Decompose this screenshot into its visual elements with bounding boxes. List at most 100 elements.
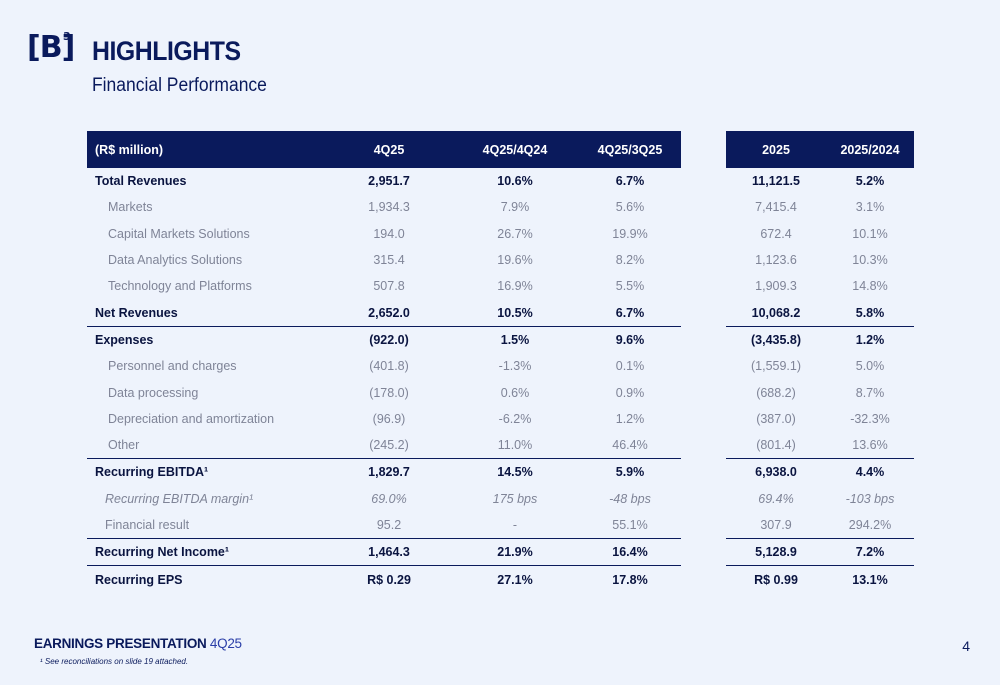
cell-value: 1,934.3 [368, 200, 410, 215]
row-label: Data Analytics Solutions [108, 253, 243, 268]
cell-value: 294.2% [826, 511, 914, 540]
table-row: Total Revenues 2,951.7 10.6% 6.7% 11,121… [87, 168, 914, 194]
financial-table: (R$ million) 4Q25 4Q25/4Q24 4Q25/3Q25 20… [87, 131, 914, 593]
cell-value: 10.5% [451, 299, 579, 327]
page-subtitle: Financial Performance [92, 75, 267, 96]
cell-value: 13.1% [852, 572, 888, 587]
cell-gap [681, 379, 726, 405]
cell-value: 17.8% [612, 572, 648, 587]
cell-value: 0.6% [500, 385, 530, 400]
cell-value: 5.9% [615, 465, 645, 480]
cell-gap [681, 512, 726, 539]
table-row: Data processing (178.0) 0.6% 0.9% (688.2… [87, 379, 914, 405]
cell-gap [681, 194, 726, 220]
footnote: ¹ See reconciliations on slide 19 attach… [40, 657, 189, 666]
cell-value: 10.6% [497, 174, 533, 189]
table-row: Recurring Net Income¹ 1,464.3 21.9% 16.4… [87, 538, 914, 567]
table-row: Personnel and charges (401.8) -1.3% 0.1%… [87, 353, 914, 379]
row-label: Technology and Platforms [108, 279, 252, 294]
cell-value: -48 bps [609, 491, 651, 506]
cell-value: 194.0 [373, 226, 405, 241]
column-header-label: (R$ million) [87, 131, 327, 168]
cell-value: 6,938.0 [755, 465, 797, 480]
cell-value: -32.3% [850, 411, 890, 426]
row-label: Expenses [95, 332, 154, 347]
table-row: Financial result 95.2 - 55.1% 307.9 294.… [87, 511, 914, 540]
cell-value: (922.0) [369, 332, 409, 347]
cell-value: 307.9 [726, 511, 826, 540]
cell-value: 13.6% [826, 431, 914, 460]
cell-value: (3,435.8) [750, 332, 802, 347]
cell-gap [681, 247, 726, 273]
table-header-row: (R$ million) 4Q25 4Q25/4Q24 4Q25/3Q25 20… [87, 131, 914, 168]
cell-gap [681, 299, 726, 326]
cell-value: (688.2) [756, 385, 796, 400]
cell-value: 16.9% [497, 279, 533, 294]
table-row: Data Analytics Solutions 315.4 19.6% 8.2… [87, 247, 914, 273]
footer-title: EARNINGS PRESENTATION 4Q25 [34, 636, 242, 651]
cell-value: 8.2% [615, 253, 645, 268]
cell-gap [681, 406, 726, 432]
cell-gap [681, 566, 726, 593]
cell-value: (96.9) [372, 411, 406, 426]
cell-gap [681, 326, 726, 353]
cell-gap [681, 486, 726, 512]
column-header-4q25-vs-4q24: 4Q25/4Q24 [451, 131, 579, 168]
cell-value: 11.0% [451, 431, 579, 460]
cell-value: 21.9% [451, 538, 579, 567]
cell-value: 1.2% [615, 411, 645, 426]
row-label: Recurring Net Income¹ [87, 538, 327, 567]
cell-value: 5.2% [855, 174, 885, 189]
cell-value: 27.1% [497, 572, 533, 587]
table-row: Other (245.2) 11.0% 46.4% (801.4) 13.6% [87, 431, 914, 460]
column-gap [681, 131, 726, 168]
row-label: Other [87, 431, 327, 460]
table-row: Net Revenues 2,652.0 10.5% 6.7% 10,068.2… [87, 299, 914, 327]
cell-value: 55.1% [579, 511, 681, 540]
column-header-2025-vs-2024: 2025/2024 [826, 131, 914, 168]
row-label: Data processing [108, 385, 199, 400]
cell-value: 10,068.2 [726, 299, 826, 327]
row-label: Capital Markets Solutions [108, 226, 250, 241]
cell-value: 315.4 [373, 253, 405, 268]
cell-value: 1,909.3 [755, 279, 797, 294]
cell-value: 95.2 [327, 511, 451, 540]
cell-value: 2,652.0 [327, 299, 451, 327]
cell-value: 7.2% [826, 538, 914, 567]
table-row: Recurring EBITDA margin¹ 69.0% 175 bps -… [87, 486, 914, 512]
row-label: Recurring EBITDA margin¹ [105, 491, 254, 506]
cell-value: 1,123.6 [755, 253, 797, 268]
cell-value: 1.5% [500, 332, 530, 347]
table-row: Capital Markets Solutions 194.0 26.7% 19… [87, 221, 914, 247]
cell-value: 5,128.9 [726, 538, 826, 567]
cell-gap [681, 459, 726, 486]
cell-value: 6.7% [615, 174, 645, 189]
cell-value: 3.1% [855, 200, 885, 215]
footer-label: EARNINGS PRESENTATION [34, 636, 207, 651]
cell-value: 1,829.7 [368, 465, 410, 480]
table-row: Expenses (922.0) 1.5% 9.6% (3,435.8) 1.2… [87, 326, 914, 353]
cell-value: (801.4) [726, 431, 826, 460]
table-row: Technology and Platforms 507.8 16.9% 5.5… [87, 273, 914, 299]
row-label: Total Revenues [95, 174, 187, 189]
cell-value: (178.0) [369, 385, 409, 400]
cell-value: 0.9% [615, 385, 645, 400]
cell-gap [681, 168, 726, 194]
logo-superscript: 3 [63, 30, 71, 43]
cell-value: 5.5% [615, 279, 645, 294]
cell-value: 175 bps [492, 491, 538, 506]
cell-value: (401.8) [369, 359, 409, 374]
column-header-4q25: 4Q25 [327, 131, 451, 168]
cell-value: 46.4% [579, 431, 681, 460]
cell-value: R$ 0.29 [367, 572, 411, 587]
table-row: Markets 1,934.3 7.9% 5.6% 7,415.4 3.1% [87, 194, 914, 220]
page-title: HIGHLIGHTS [92, 36, 241, 66]
cell-value: (387.0) [756, 411, 796, 426]
row-label: Net Revenues [87, 299, 327, 327]
cell-value: 507.8 [373, 279, 405, 294]
cell-value: 672.4 [760, 226, 792, 241]
row-label: Personnel and charges [108, 359, 237, 374]
row-label: Recurring EPS [95, 572, 183, 587]
row-label: Depreciation and amortization [108, 411, 275, 426]
cell-gap [681, 353, 726, 379]
